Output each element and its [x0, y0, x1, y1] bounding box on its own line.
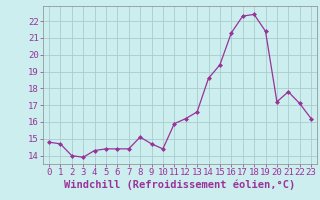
X-axis label: Windchill (Refroidissement éolien,°C): Windchill (Refroidissement éolien,°C)	[64, 180, 296, 190]
